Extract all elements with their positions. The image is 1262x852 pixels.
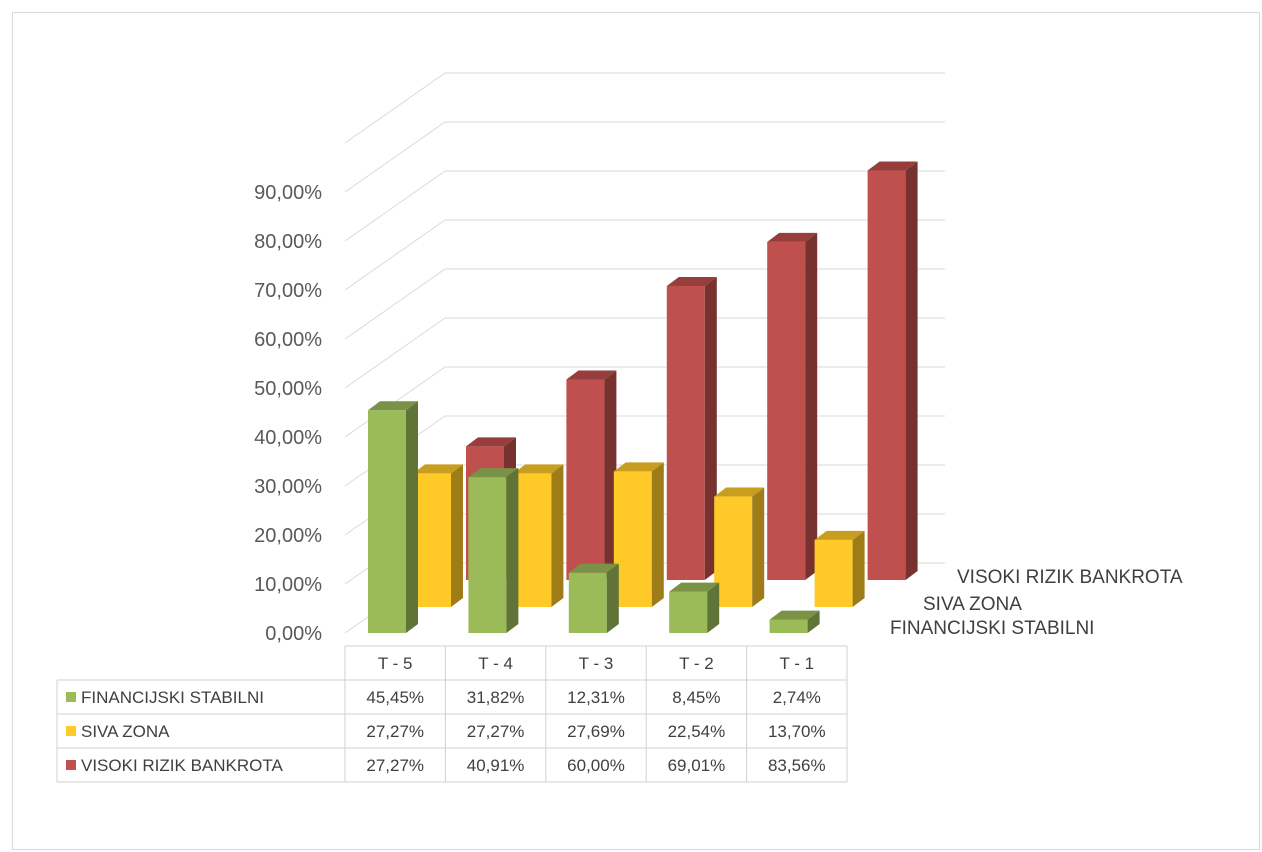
y-tick-label: 90,00% <box>254 182 322 204</box>
data-label: 27,27% <box>467 722 525 741</box>
y-tick-label: 30,00% <box>254 476 322 498</box>
gridline-diagonal <box>344 121 446 193</box>
bar <box>513 464 564 607</box>
y-tick-label: 0,00% <box>265 623 322 645</box>
legend-key <box>66 692 76 702</box>
y-tick-label: 70,00% <box>254 280 322 302</box>
series-depth-label: FINANCIJSKI STABILNI <box>890 618 1094 639</box>
x-category-label: T - 3 <box>579 654 614 673</box>
x-category-label: T - 1 <box>779 654 814 673</box>
data-label: 31,82% <box>467 688 525 707</box>
gridline-diagonal <box>344 170 446 242</box>
data-label: 12,31% <box>567 688 625 707</box>
data-label: 69,01% <box>668 756 726 775</box>
bar <box>814 530 865 607</box>
y-tick-label: 50,00% <box>254 378 322 400</box>
bar <box>568 563 619 633</box>
bar <box>368 401 418 633</box>
gridline-diagonal <box>344 72 446 144</box>
y-tick-label: 40,00% <box>254 427 322 449</box>
legend-key <box>66 760 76 770</box>
data-label: 22,54% <box>668 722 726 741</box>
bar <box>413 464 463 607</box>
depth-axis-labels: FINANCIJSKI STABILNI SIVA ZONA VISOKI RIZI… <box>890 567 1183 639</box>
x-category-label: T - 5 <box>378 654 413 673</box>
bar <box>767 232 818 580</box>
gridline-diagonal <box>344 268 446 340</box>
y-axis-ticks: 0,00% 10,00% 20,00% 30,00% 40,00% 50,00% 60,00… <box>254 182 322 645</box>
data-label: 2,74% <box>773 688 821 707</box>
y-tick-label: 20,00% <box>254 525 322 547</box>
data-label: 40,91% <box>467 756 525 775</box>
data-label: 13,70% <box>768 722 826 741</box>
series-depth-label: VISOKI RIZIK BANKROTA <box>957 567 1183 588</box>
data-label: 27,27% <box>366 722 424 741</box>
legend-key <box>66 726 76 736</box>
x-category-label: T - 4 <box>478 654 513 673</box>
legend-label: FINANCIJSKI STABILNI <box>81 688 264 707</box>
x-category-label: T - 2 <box>679 654 714 673</box>
gridline-diagonal <box>344 317 446 389</box>
bar <box>769 610 820 633</box>
data-label: 45,45% <box>366 688 424 707</box>
data-label: 27,27% <box>366 756 424 775</box>
y-tick-label: 10,00% <box>254 574 322 596</box>
bar <box>669 582 720 633</box>
data-label: 8,45% <box>672 688 720 707</box>
bar <box>714 487 765 607</box>
series-depth-label: SIVA ZONA <box>923 594 1022 615</box>
data-table: T - 5 T - 4 T - 3 T - 2 T - 1 FINANCIJSKI STA… <box>56 645 848 783</box>
y-tick-label: 80,00% <box>254 231 322 253</box>
data-label: 60,00% <box>567 756 625 775</box>
bar <box>468 468 519 633</box>
bar <box>613 462 664 607</box>
bar <box>566 370 617 580</box>
gridline-diagonal <box>344 219 446 291</box>
bar <box>666 277 717 580</box>
legend-label: SIVA ZONA <box>81 722 170 741</box>
y-tick-label: 60,00% <box>254 329 322 351</box>
bar <box>867 161 918 580</box>
chart-frame <box>12 12 1260 850</box>
bars <box>368 161 918 633</box>
data-label: 83,56% <box>768 756 826 775</box>
legend-label: VISOKI RIZIK BANKROTA <box>81 756 283 775</box>
data-label: 27,69% <box>567 722 625 741</box>
